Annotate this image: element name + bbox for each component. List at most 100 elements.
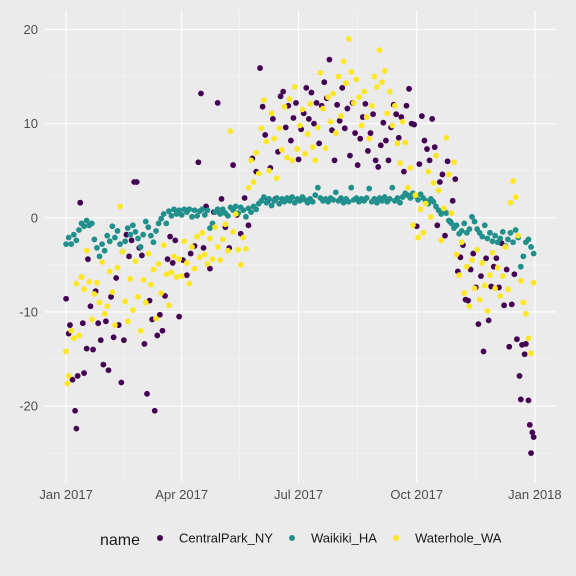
data-point [478,273,484,280]
data-point [273,175,280,182]
data-point [314,184,321,191]
data-point [198,90,204,97]
data-point [494,264,501,271]
data-point [402,139,409,146]
data-point [132,258,139,264]
data-point [400,168,407,175]
data-point [481,282,488,289]
data-point [156,311,163,318]
data-point [217,211,224,217]
data-point [145,224,152,231]
data-point [448,220,455,227]
data-point [217,257,224,264]
data-point [209,256,216,263]
data-point [63,241,69,248]
data-point [510,239,516,246]
data-point [366,185,373,192]
data-point [169,260,176,266]
y-axis: 20 10 0 -10 -20 [19,22,38,414]
data-point [327,118,334,125]
data-point [474,246,481,253]
data-point [176,313,183,320]
data-point [287,137,294,144]
data-point [155,220,162,227]
data-point [312,157,319,164]
data-point [212,224,218,231]
data-point [417,206,424,213]
data-point [137,244,144,250]
data-point [356,94,362,101]
data-point [81,223,87,230]
data-point [114,228,121,234]
data-point [83,247,90,254]
data-point [479,233,486,240]
data-point [253,206,260,213]
data-point [132,228,139,235]
data-point [225,247,231,254]
data-point [430,180,437,186]
data-point [100,361,107,368]
data-point [407,164,414,171]
data-point [81,370,87,376]
data-point [465,297,472,304]
data-point [253,149,260,156]
data-point [269,116,276,122]
data-point [344,105,351,112]
data-point [289,157,296,164]
legend-key [289,535,295,541]
data-point [101,247,108,254]
data-point [104,232,111,239]
data-point [135,235,141,242]
data-point [505,286,511,293]
data-point [345,36,352,42]
data-point [159,327,166,334]
data-point [499,273,506,280]
data-point [380,119,387,126]
data-point [266,167,272,174]
data-point [394,140,401,147]
data-point [439,171,446,178]
data-point [404,184,411,191]
data-point [316,140,323,147]
data-point [383,137,389,144]
data-point [140,231,147,238]
data-point [172,237,179,244]
data-point [384,110,391,117]
legend-title: name [100,532,140,549]
data-point [248,209,254,216]
data-point [245,222,252,229]
data-point [452,176,459,183]
data-point [415,234,421,241]
data-point [112,234,118,241]
data-point [70,335,77,342]
data-point [424,146,430,152]
data-point [526,421,533,428]
data-point [525,335,532,342]
data-point [183,260,190,266]
data-point [484,308,491,314]
data-point [321,79,328,86]
legend-key [157,535,163,541]
data-point [311,120,317,127]
data-point [386,196,393,202]
data-point [268,202,275,209]
data-point [164,256,171,263]
data-point [451,159,457,166]
data-point [458,228,465,234]
data-point [85,256,91,263]
data-point [65,373,72,379]
data-point [294,146,301,152]
data-point [507,199,514,206]
data-point [517,396,524,403]
data-point [124,225,131,232]
data-point [501,302,507,309]
data-point [109,223,116,230]
data-point [420,229,427,236]
data-point [96,253,103,260]
data-point [232,203,239,210]
x-tick-label: Jan 2018 [508,487,562,502]
data-point [245,184,252,191]
data-point [348,184,355,191]
data-point [302,150,308,157]
data-point [119,248,126,255]
